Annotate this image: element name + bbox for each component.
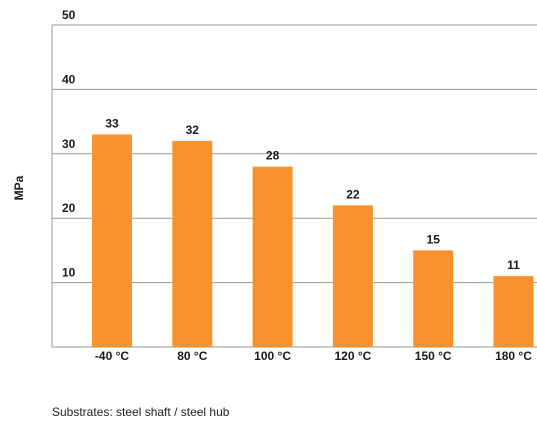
y-tick-label: 40 bbox=[62, 72, 76, 86]
gridlines bbox=[51, 24, 537, 348]
y-tick-label: 20 bbox=[62, 201, 76, 215]
bar bbox=[252, 166, 293, 347]
data-labels: 33 32 28 22 15 11 bbox=[105, 116, 520, 272]
x-category-label: 100 °C bbox=[254, 349, 291, 363]
x-category-label: 180 °C bbox=[495, 349, 532, 363]
x-axis-categories: -40 °C 80 °C 100 °C 120 °C 150 °C 180 °C bbox=[95, 349, 532, 363]
y-tick-label: 10 bbox=[62, 266, 76, 280]
data-label: 33 bbox=[105, 116, 119, 130]
data-label: 32 bbox=[186, 123, 200, 137]
y-axis-ticks: 10 20 30 40 50 bbox=[62, 8, 76, 280]
y-tick-label: 50 bbox=[62, 8, 76, 22]
data-label: 22 bbox=[346, 187, 360, 201]
bars bbox=[92, 134, 534, 347]
bar bbox=[493, 276, 534, 347]
y-tick-label: 30 bbox=[62, 137, 76, 151]
data-label: 15 bbox=[427, 232, 441, 246]
data-label: 11 bbox=[507, 258, 520, 272]
x-category-label: 150 °C bbox=[415, 349, 452, 363]
y-axis-title: MPa bbox=[12, 175, 26, 200]
bar bbox=[332, 205, 373, 347]
bar bbox=[172, 140, 213, 347]
x-category-label: -40 °C bbox=[95, 349, 129, 363]
bar bbox=[92, 134, 132, 347]
bar bbox=[413, 250, 454, 347]
substrates-note: Substrates: steel shaft / steel hub bbox=[52, 405, 230, 419]
data-label: 28 bbox=[266, 149, 280, 163]
x-category-label: 120 °C bbox=[334, 349, 371, 363]
x-category-label: 80 °C bbox=[177, 349, 207, 363]
